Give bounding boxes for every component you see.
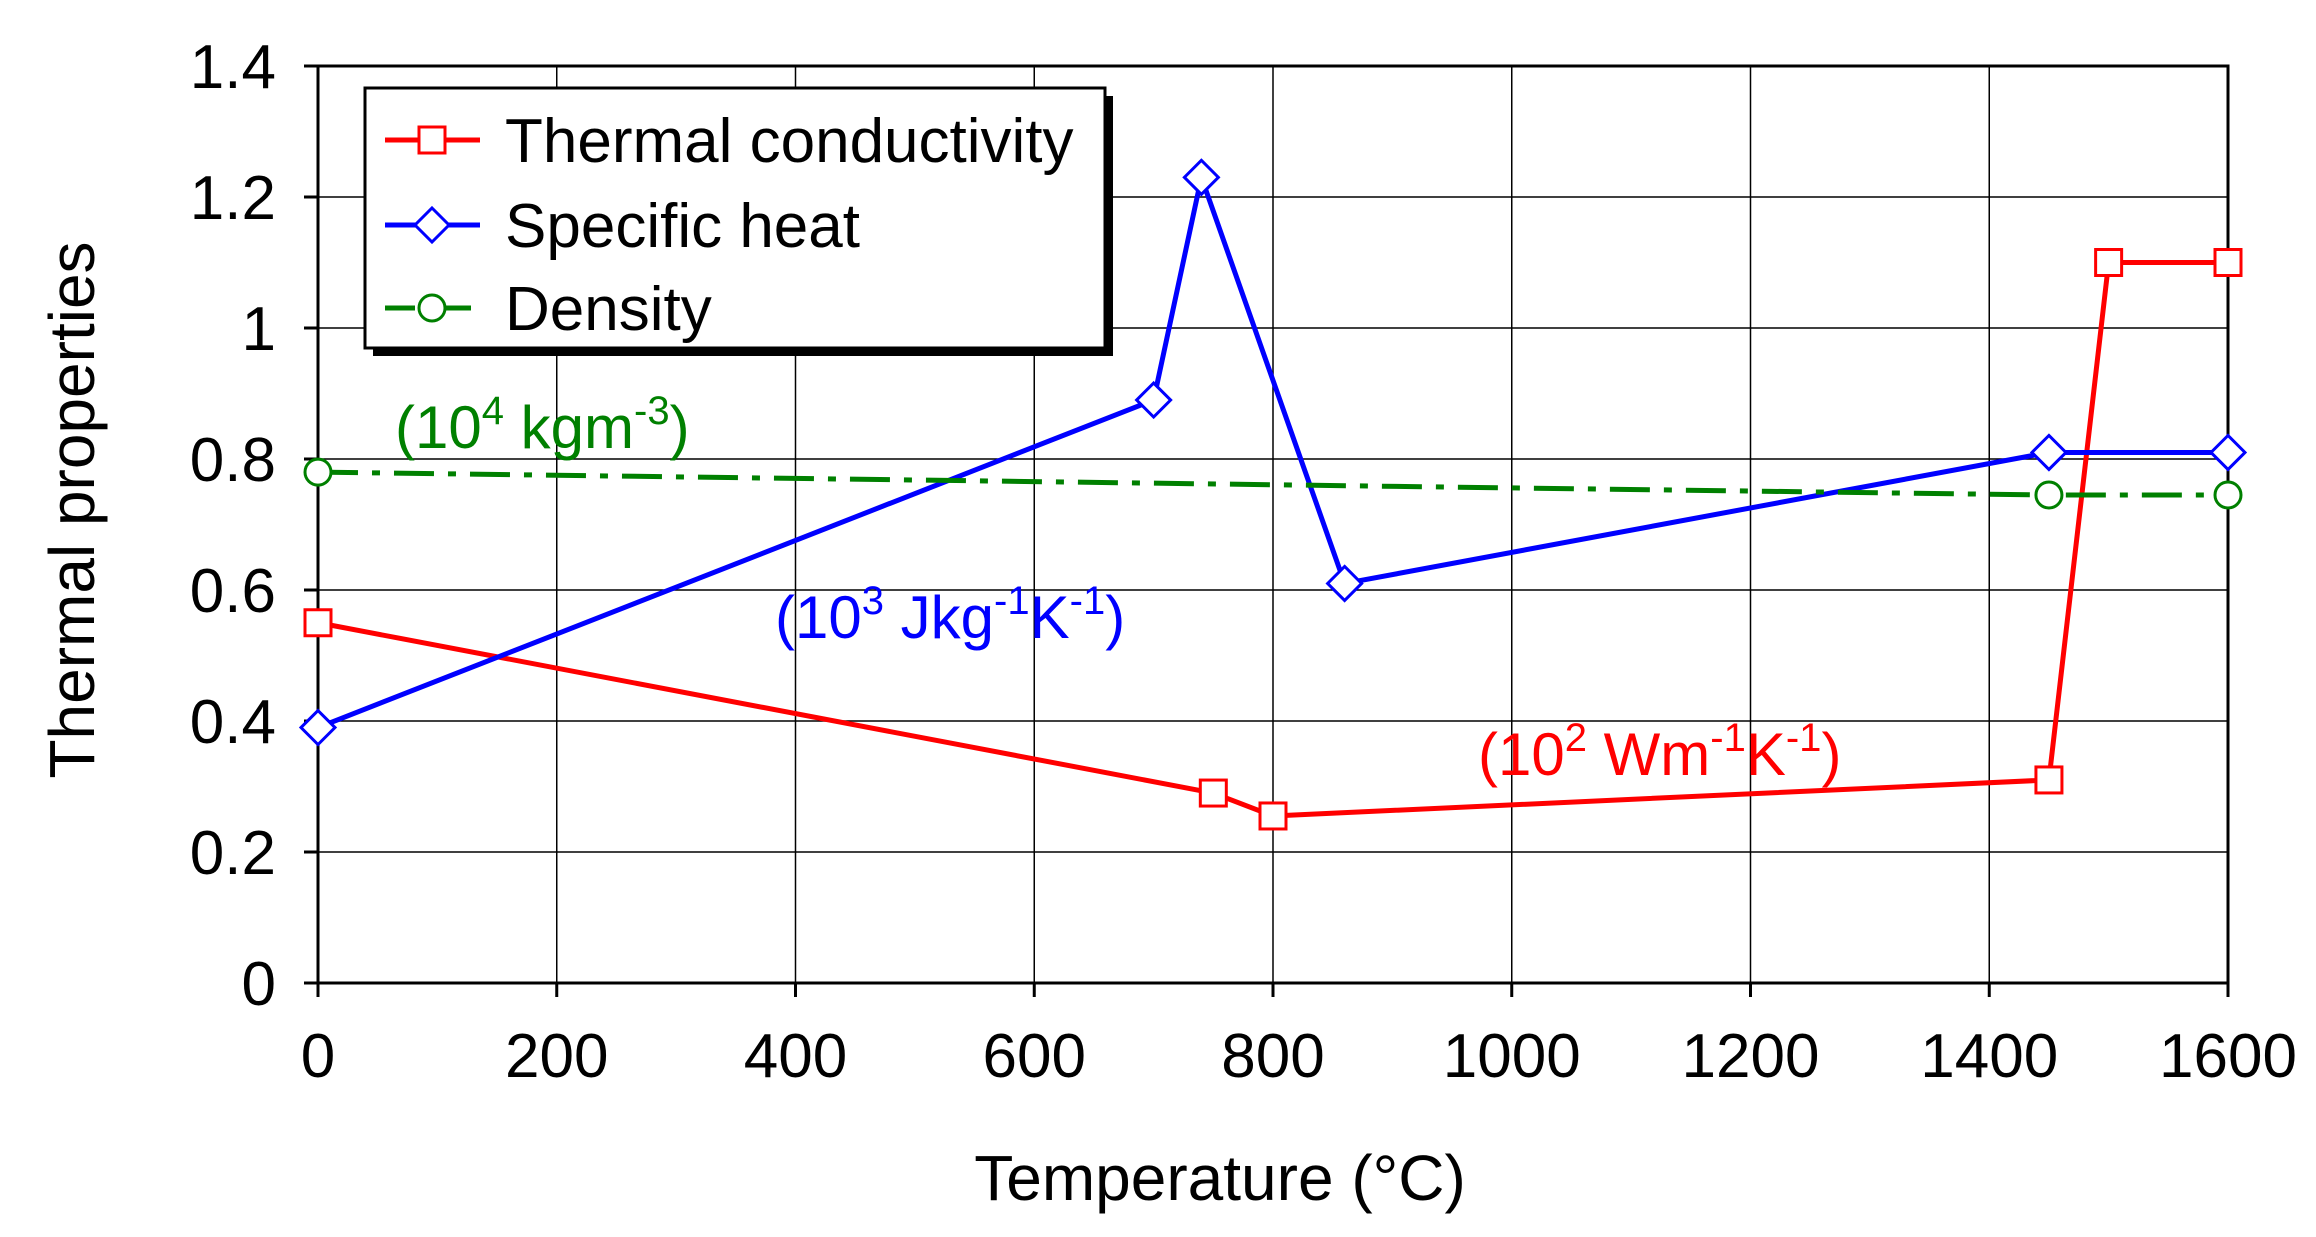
x-tick-label: 1000 bbox=[1443, 1022, 1581, 1091]
y-tick-label: 0.2 bbox=[190, 819, 276, 888]
y-tick-label: 0.6 bbox=[190, 557, 276, 626]
y-tick-label: 1.2 bbox=[190, 164, 276, 233]
conductivity-unit-label: (102 Wm-1K-1) bbox=[1478, 716, 1841, 788]
thermal-conductivity-point bbox=[2094, 248, 2124, 277]
legend-density-label: Density bbox=[505, 275, 712, 344]
legend: Thermal conductivity Specific heat Density bbox=[363, 86, 1113, 356]
density-point bbox=[2034, 480, 2064, 510]
x-tick-label: 0 bbox=[301, 1022, 335, 1091]
legend-box bbox=[363, 86, 1107, 350]
specific-heat-point bbox=[2029, 433, 2069, 472]
x-tick-label: 600 bbox=[983, 1022, 1086, 1091]
thermal-conductivity-point bbox=[2213, 248, 2243, 277]
specific-heat-point bbox=[298, 708, 338, 747]
y-tick-label: 0.4 bbox=[190, 688, 276, 757]
specific-heat-unit-label: (103 Jkg-1K-1) bbox=[775, 579, 1125, 651]
x-tick-label: 1200 bbox=[1682, 1022, 1820, 1091]
specific-heat-point bbox=[2208, 433, 2248, 472]
axis-ticks: 0 200 400 600 800 1000 1200 1400 1600 0 0.2 0.4 0.6 0… bbox=[190, 33, 2297, 1091]
x-axis-label: Temperature (°C) bbox=[974, 1142, 1466, 1214]
density-point bbox=[2213, 480, 2243, 510]
series-markers bbox=[298, 158, 2248, 831]
y-tick-label: 0 bbox=[242, 950, 276, 1019]
y-tick-label: 0.8 bbox=[190, 426, 276, 495]
legend-specific-heat-label: Specific heat bbox=[505, 192, 860, 261]
thermal-conductivity-point bbox=[1258, 801, 1288, 831]
density-unit-label: (104 kgm-3) bbox=[395, 389, 690, 461]
thermal-conductivity-line bbox=[317, 260, 2228, 819]
specific-heat-point bbox=[1134, 380, 1173, 420]
x-tick-label: 1400 bbox=[1920, 1022, 2058, 1091]
y-axis-label: Thermal properties bbox=[36, 241, 108, 778]
y-tick-label: 1.4 bbox=[190, 33, 276, 102]
thermal-conductivity-point bbox=[1198, 778, 1228, 808]
x-tick-label: 800 bbox=[1221, 1022, 1324, 1091]
density-point bbox=[303, 457, 333, 487]
legend-thermal-conductivity-marker bbox=[417, 125, 447, 155]
specific-heat-line bbox=[317, 174, 2228, 730]
specific-heat-point bbox=[1325, 564, 1364, 603]
x-tick-label: 1600 bbox=[2159, 1022, 2297, 1091]
thermal-conductivity-point bbox=[303, 608, 333, 638]
specific-heat-point bbox=[1182, 158, 1221, 197]
legend-specific-heat-marker bbox=[412, 205, 452, 245]
legend-thermal-conductivity-label: Thermal conductivity bbox=[505, 107, 1074, 176]
legend-density-marker bbox=[417, 293, 447, 323]
x-tick-label: 400 bbox=[744, 1022, 847, 1091]
thermal-conductivity-point bbox=[2034, 765, 2064, 795]
y-tick-label: 1 bbox=[242, 295, 276, 364]
x-tick-label: 200 bbox=[505, 1022, 608, 1091]
